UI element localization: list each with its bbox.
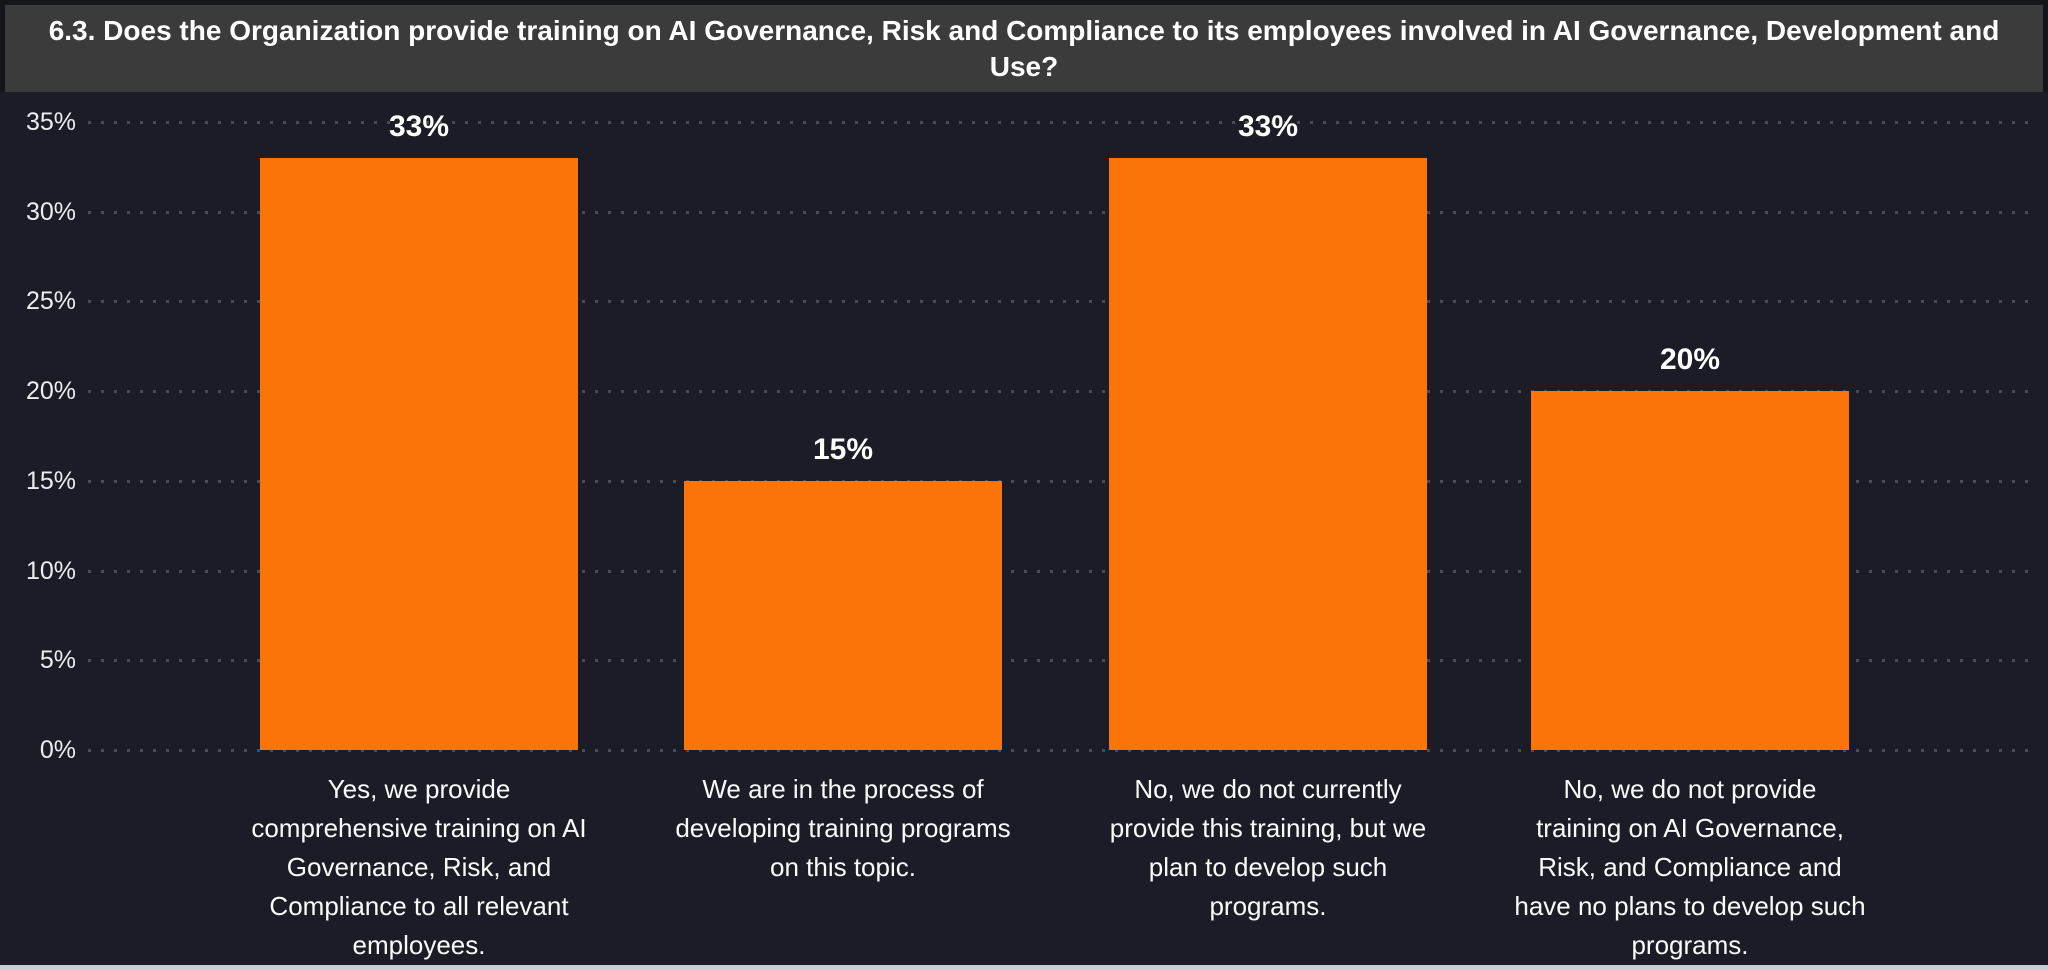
y-axis-tick-label: 5% [39, 646, 76, 675]
bar-value-label: 20% [1659, 343, 1721, 377]
bar-value-label: 33% [1237, 109, 1299, 143]
y-axis-tick-label: 25% [25, 287, 76, 316]
gridline-20% [88, 390, 2035, 394]
y-axis-tick-label: 20% [25, 377, 76, 406]
gridline-35% [88, 120, 2035, 124]
bar-category-4[interactable] [1531, 391, 1849, 750]
chart-title: 6.3. Does the Organization provide train… [48, 14, 2000, 82]
chart-title-band: 6.3. Does the Organization provide train… [5, 5, 2043, 92]
gridline-10% [88, 569, 2035, 573]
gridline-0% [88, 749, 2035, 752]
bar-chart[interactable]: 0% 5% 10% 15% 20% 25% 30% 35% 33% Yes, we provid… [0, 92, 2048, 965]
bar-value-label: 33% [388, 109, 450, 143]
x-axis-category-label: No, we do not provide training on AI Gov… [1514, 774, 1866, 960]
x-axis-category-label: We are in the process of developing trai… [675, 774, 1011, 882]
gridline-5% [88, 659, 2035, 663]
y-axis-tick-label: 0% [39, 736, 76, 764]
y-axis-tick-label: 35% [25, 107, 76, 136]
x-axis-category-label: No, we do not currently provide this tra… [1109, 774, 1427, 921]
bar-value-label: 15% [812, 432, 874, 466]
bar-category-1[interactable] [260, 157, 578, 750]
y-axis-tick-label: 10% [25, 556, 76, 585]
gridline-25% [88, 300, 2035, 304]
gridline-30% [88, 210, 2035, 214]
x-axis-category-label: Yes, we provide comprehensive training o… [251, 774, 587, 960]
bar-category-2[interactable] [684, 480, 1002, 750]
y-axis-tick-label: 15% [25, 466, 76, 495]
bottom-edge-strip [0, 965, 2048, 970]
bar-category-3[interactable] [1109, 157, 1427, 750]
gridline-15% [88, 479, 2035, 483]
y-axis-tick-label: 30% [25, 197, 76, 226]
